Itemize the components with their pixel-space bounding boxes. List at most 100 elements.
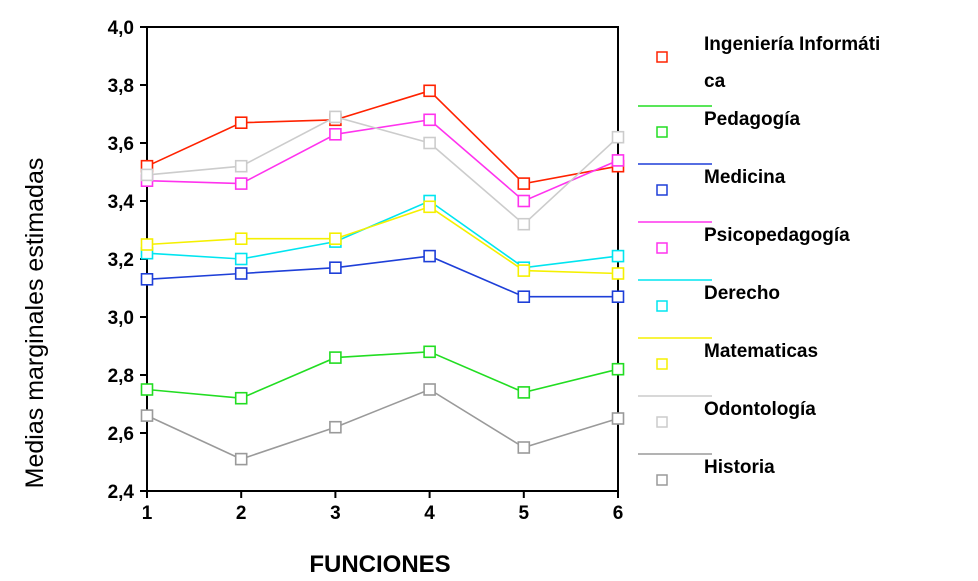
series-line [146, 200, 619, 269]
legend-label: Historia [704, 457, 775, 478]
legend-label: Odontología [704, 399, 816, 420]
legend-label: Ingeniería Informáti [704, 34, 880, 55]
data-point [234, 267, 248, 280]
y-tick-label: 3,0 [108, 308, 134, 329]
data-point [517, 194, 531, 208]
plot-border [146, 26, 619, 492]
x-tick-label: 1 [142, 503, 153, 524]
legend-marker [656, 416, 668, 428]
legend-marker [656, 184, 668, 196]
data-point [329, 110, 342, 124]
legend-label: Matematicas [704, 341, 818, 362]
plot-frame [146, 26, 619, 492]
legend-item-7: Historia [656, 457, 775, 486]
data-point [234, 232, 248, 245]
data-point [234, 116, 248, 129]
x-tick-label: 2 [236, 503, 247, 524]
y-tick-label: 2,6 [108, 424, 134, 445]
y-tick-label: 2,4 [108, 482, 135, 503]
series-line [146, 118, 619, 202]
legend-item-2: Medicina [656, 167, 786, 196]
y-axis-title: Medias marginales estimadas [21, 158, 49, 489]
x-tick-label: 4 [424, 503, 435, 524]
data-point [423, 113, 436, 127]
legend-marker [656, 242, 668, 254]
legend-marker [656, 126, 668, 138]
data-point [234, 177, 248, 190]
data-point [329, 128, 342, 141]
data-point [140, 168, 154, 182]
series-7 [140, 383, 625, 466]
legend-item-1: Pedagogía [656, 109, 801, 138]
series-line [146, 116, 619, 226]
series-5 [140, 200, 625, 280]
data-point [611, 249, 625, 263]
data-point [234, 252, 248, 266]
series-line [146, 255, 618, 298]
y-tick-label: 4,0 [108, 18, 134, 39]
legend-item-6: Odontología [656, 399, 816, 428]
legend-item-0: Ingeniería Informáti ca [656, 34, 880, 92]
x-tick-label: 3 [330, 503, 341, 524]
data-point [423, 136, 436, 150]
data-point [234, 452, 248, 466]
data-point [140, 238, 154, 251]
legend-item-3: Psicopedagogía [656, 225, 850, 254]
data-point [517, 290, 531, 304]
series-line [146, 205, 619, 275]
x-axis-title: FUNCIONES [309, 551, 450, 578]
y-axis: 2,4 2,6 2,8 3,0 3,2 3,4 3,6 3,8 4,0 [108, 18, 147, 503]
data-point [423, 200, 436, 214]
data-point [329, 420, 342, 434]
series-2 [140, 249, 625, 304]
data-point [329, 232, 342, 245]
data-point [140, 409, 154, 422]
data-point [140, 272, 154, 286]
data-point [517, 264, 531, 277]
legend-marker [656, 358, 668, 370]
legend-label: Derecho [704, 283, 780, 304]
data-point [611, 130, 625, 144]
data-point [234, 159, 248, 173]
legend: Ingeniería Informáti ca Pedagogía Medicina P… [638, 34, 880, 486]
series-line [146, 388, 619, 460]
legend-item-4: Derecho [656, 283, 780, 312]
legend-marker [656, 51, 668, 63]
y-tick-label: 3,4 [108, 192, 135, 213]
legend-label: ca [704, 71, 726, 92]
y-tick-label: 3,2 [108, 250, 134, 271]
x-axis: 1 2 3 4 5 6 [142, 491, 624, 524]
data-point [517, 441, 531, 454]
data-point [423, 84, 436, 98]
data-point [517, 177, 531, 190]
series-3 [140, 113, 625, 208]
x-tick-label: 6 [613, 503, 624, 524]
series-6 [140, 110, 625, 231]
x-tick-label: 5 [519, 503, 530, 524]
data-point [329, 261, 342, 275]
y-tick-label: 2,8 [108, 366, 134, 387]
data-point [423, 383, 436, 396]
legend-marker [656, 474, 668, 486]
data-point [140, 383, 154, 396]
series-1 [140, 345, 625, 405]
series-line [146, 89, 619, 185]
legend-label: Psicopedagogía [704, 225, 850, 246]
y-tick-label: 3,6 [108, 134, 134, 155]
series-layer [140, 84, 625, 466]
data-point [423, 345, 436, 359]
data-point [517, 386, 531, 399]
data-point [423, 249, 436, 263]
legend-label: Medicina [704, 167, 786, 188]
data-point [611, 412, 625, 425]
legend-marker [656, 300, 668, 312]
data-point [517, 217, 531, 231]
data-point [329, 351, 342, 364]
data-point [611, 267, 625, 280]
y-tick-label: 3,8 [108, 76, 134, 97]
data-point [611, 362, 625, 376]
legend-item-5: Matematicas [656, 341, 818, 370]
series-0 [140, 84, 625, 190]
